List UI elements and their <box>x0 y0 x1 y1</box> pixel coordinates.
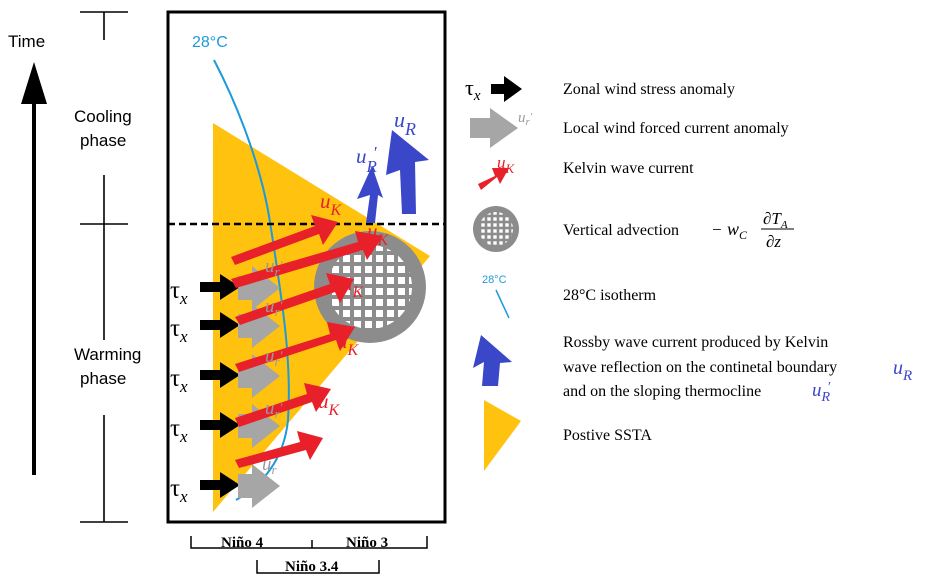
u-k-label: uK <box>367 219 390 249</box>
svg-text:∂z: ∂z <box>766 232 781 251</box>
u-r-prime-label: uR′ <box>356 143 378 176</box>
legend-isotherm-text: 28°C isotherm <box>563 287 657 304</box>
legend-isotherm-icon <box>495 289 510 319</box>
legend-kelvin-text: Kelvin wave current <box>563 160 694 177</box>
legend-kelvin-icon <box>478 168 509 190</box>
u-r-label: ur′ <box>265 256 283 279</box>
legend-local-current-text: Local wind forced current anomaly <box>563 120 789 137</box>
legend-local-current-icon <box>470 108 518 148</box>
uk-labels: uK uK uK uK uK <box>318 189 390 419</box>
tau-labels: τx τx τx τx τx <box>170 277 188 506</box>
cooling-phase-label-2: phase <box>80 131 126 150</box>
kelvin-arrow <box>235 383 331 427</box>
svg-text:wC: wC <box>727 219 748 242</box>
warming-phase-label-2: phase <box>80 369 126 388</box>
wind-stress-arrow <box>200 412 240 438</box>
tau-x-label: τx <box>170 315 188 346</box>
legend-positive-ssta-icon <box>484 400 521 471</box>
kelvin-current-arrows <box>231 215 383 468</box>
kelvin-arrow <box>231 215 338 265</box>
nino34-label: Niño 3.4 <box>285 559 339 575</box>
tau-x-label: τx <box>170 277 188 308</box>
warming-phase-label-1: Warming <box>74 345 141 364</box>
legend-u-r-symbol: uR <box>893 357 912 384</box>
tau-x-label: τx <box>170 415 188 446</box>
kelvin-arrow <box>231 231 383 288</box>
legend-isotherm-icon-label: 28°C <box>482 274 507 286</box>
tau-x-label: τx <box>170 365 188 396</box>
kelvin-arrow <box>235 322 355 372</box>
kelvin-arrow <box>235 431 323 468</box>
isotherm-label: 28°C <box>192 34 228 51</box>
u-k-label: uK <box>320 189 343 219</box>
wind-stress-arrow <box>200 312 240 338</box>
legend-rossby-icon <box>473 335 512 386</box>
rossby-current-arrows <box>357 130 429 223</box>
u-k-label: uK <box>342 271 365 301</box>
u-r-label: ur′ <box>265 398 283 421</box>
legend-ur-symbol: ur′ <box>518 110 533 128</box>
u-r-label: ur′ <box>265 296 283 319</box>
u-k-label: uK <box>318 389 341 419</box>
time-arrow-head <box>21 62 47 104</box>
nino3-label: Niño 3 <box>346 535 388 551</box>
u-r-boundary-label: uR <box>394 107 416 139</box>
rossby-arrow-large <box>386 130 429 214</box>
legend-uk-symbol: uK <box>497 153 516 176</box>
svg-text:∂TA: ∂TA <box>763 209 788 231</box>
local-current-arrow <box>238 464 280 508</box>
wind-stress-arrow <box>200 472 240 498</box>
u-r-label: ur <box>262 454 278 477</box>
tau-x-label: τx <box>170 475 188 506</box>
time-label: Time <box>8 32 45 51</box>
legend-wind-stress-icon <box>491 76 522 102</box>
nino-brackets <box>190 536 428 574</box>
legend-u-r-prime-symbol: uR′ <box>812 380 831 405</box>
wind-stress-arrow <box>200 274 240 300</box>
rossby-arrow-small <box>357 166 383 223</box>
cooling-phase-label-1: Cooling <box>74 107 132 126</box>
svg-text:−: − <box>712 220 722 239</box>
legend-wind-stress-text: Zonal wind stress anomaly <box>563 81 735 98</box>
legend-vertical-advection-text: Vertical advection <box>563 222 679 239</box>
legend-rossby-line-2: wave reflection on the continetal bounda… <box>563 359 837 376</box>
legend-rossby-line-3: and on the sloping thermocline <box>563 383 761 400</box>
kelvin-arrow <box>235 273 354 325</box>
ocean-box <box>166 10 447 524</box>
vertical-advection-formula: − wC ∂TA ∂z <box>712 209 794 251</box>
wind-stress-arrow <box>200 362 240 388</box>
nino4-label: Niño 4 <box>221 535 264 551</box>
legend-rossby-line-1: Rossby wave current produced by Kelvin <box>563 334 828 351</box>
legend-positive-ssta-text: Postive SSTA <box>563 427 652 444</box>
u-r-label: ur′ <box>265 346 283 369</box>
legend-tau-symbol: τx <box>465 75 481 104</box>
u-k-label: uK <box>337 329 360 359</box>
ur-labels: ur′ ur′ ur′ ur′ ur <box>262 256 283 477</box>
wind-stress-arrows <box>200 274 240 498</box>
